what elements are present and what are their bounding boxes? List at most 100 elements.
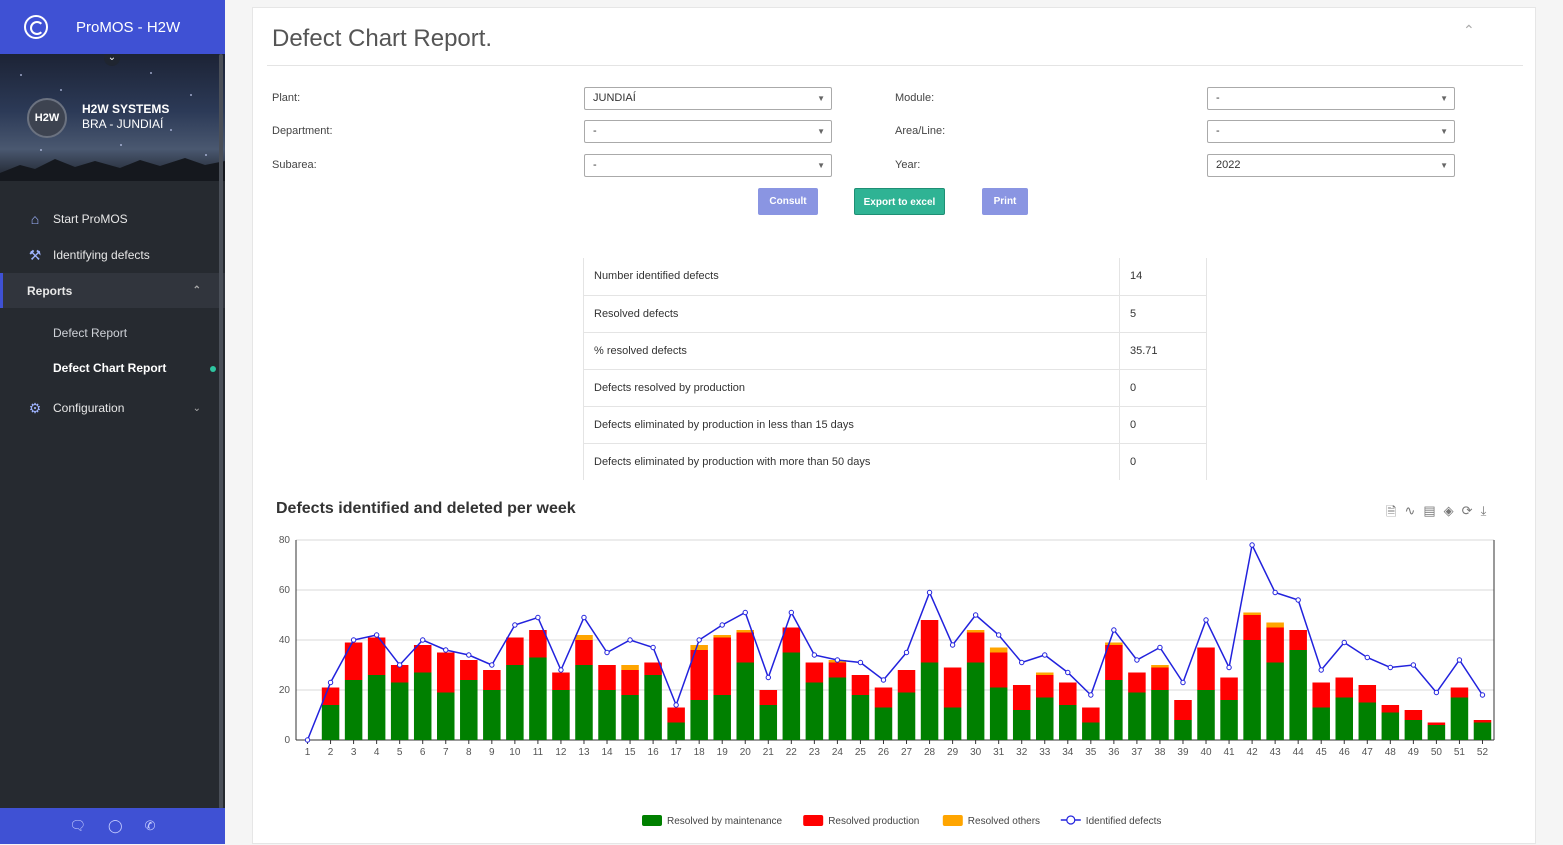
- line-point: [420, 637, 426, 643]
- bar: [690, 645, 708, 650]
- bar: [782, 627, 801, 653]
- stat-label: Defects eliminated by production in less…: [583, 406, 1120, 444]
- sidebar-item-reports[interactable]: Reports ⌃: [0, 273, 225, 308]
- bar: [1105, 642, 1123, 645]
- print-button[interactable]: Print: [982, 188, 1028, 215]
- sidebar-item-configuration[interactable]: ⚙ Configuration ⌄: [0, 390, 225, 426]
- sidebar-scrollbar[interactable]: [219, 54, 223, 809]
- line-point: [1341, 639, 1347, 646]
- area-line-select[interactable]: - ▼: [1207, 120, 1455, 143]
- x-tick-label: 46: [1339, 747, 1351, 758]
- x-tick-label: 35: [1085, 747, 1097, 758]
- x-tick-label: 43: [1270, 747, 1282, 758]
- app-logo-icon[interactable]: [24, 15, 48, 39]
- bar-chart-icon[interactable]: ▤: [1423, 503, 1436, 518]
- bar: [759, 705, 778, 740]
- sidebar-item-defect-report[interactable]: Defect Report: [53, 326, 128, 340]
- globe-icon[interactable]: ◯: [108, 818, 123, 833]
- chat-icon[interactable]: 🗨: [69, 818, 87, 833]
- bar: [1197, 690, 1215, 740]
- department-select[interactable]: - ▼: [584, 120, 832, 143]
- line-point: [926, 589, 933, 596]
- x-tick-label: 16: [648, 747, 660, 758]
- x-tick-label: 1: [305, 747, 311, 758]
- legend-label: Resolved by maintenance: [667, 816, 783, 827]
- year-select[interactable]: 2022 ▼: [1207, 154, 1455, 177]
- plant-select[interactable]: JUNDIAÍ ▼: [584, 87, 832, 110]
- line-point: [1272, 589, 1278, 596]
- x-tick-label: 47: [1362, 747, 1374, 758]
- subarea-select[interactable]: - ▼: [584, 154, 832, 177]
- download-icon[interactable]: ⤓: [1480, 503, 1487, 518]
- stat-label: Number identified defects: [583, 258, 1120, 296]
- x-tick-label: 13: [578, 747, 590, 758]
- line-chart-icon[interactable]: ∿: [1404, 503, 1416, 518]
- x-tick-label: 39: [1177, 747, 1189, 758]
- avatar: H2W: [27, 98, 67, 138]
- sidebar-item-identifying[interactable]: ⚒ Identifying defects: [0, 237, 225, 273]
- sidebar-item-defect-chart-report[interactable]: Defect Chart Report: [0, 351, 225, 386]
- phone-icon[interactable]: ✆: [144, 818, 156, 833]
- bar: [713, 695, 731, 740]
- reports-submenu: Defect Report Defect Chart Report: [0, 308, 225, 390]
- bar: [1335, 677, 1354, 698]
- x-tick-label: 48: [1385, 747, 1397, 758]
- bar: [989, 647, 1008, 653]
- export-excel-button[interactable]: Export to excel: [854, 188, 945, 215]
- bar: [552, 672, 570, 690]
- area-line-select-value: -: [1216, 125, 1220, 137]
- profile-toggle-chevron-icon[interactable]: ⌄: [104, 54, 120, 66]
- line-point: [1180, 679, 1186, 686]
- year-select-value: 2022: [1216, 159, 1241, 171]
- line-point: [742, 609, 748, 616]
- line-point: [1111, 627, 1117, 633]
- bar: [1105, 680, 1123, 740]
- y-tick-label: 20: [279, 685, 291, 696]
- sidebar-footer: 🗨 ◯ ✆: [0, 808, 225, 844]
- bar: [390, 682, 409, 740]
- bar: [529, 630, 547, 658]
- y-tick-label: 60: [279, 585, 291, 596]
- line-point: [650, 644, 656, 651]
- line-point: [627, 637, 633, 643]
- line-point: [765, 674, 771, 681]
- dropdown-arrow-icon: ▼: [1440, 94, 1448, 103]
- line-point: [1318, 667, 1324, 673]
- line-point: [857, 659, 864, 666]
- line-point: [489, 662, 495, 668]
- collapse-chevron-icon[interactable]: ⌃: [1463, 22, 1475, 38]
- restore-icon[interactable]: ⟳: [1461, 503, 1473, 518]
- dropdown-arrow-icon: ▼: [1440, 161, 1448, 170]
- bar: [1035, 672, 1054, 675]
- bar: [966, 632, 985, 663]
- consult-button[interactable]: Consult: [758, 188, 818, 215]
- bar: [1174, 700, 1192, 720]
- bar: [690, 700, 708, 740]
- bar: [989, 687, 1008, 740]
- x-tick-label: 3: [351, 747, 357, 758]
- legend-label: Resolved production: [828, 816, 919, 827]
- bar: [460, 660, 478, 680]
- x-tick-label: 52: [1477, 747, 1489, 758]
- line-point: [788, 609, 795, 616]
- sidebar-item-start[interactable]: ⌂ Start ProMOS: [0, 201, 225, 237]
- line-point: [1433, 689, 1440, 696]
- sidebar-nav: ⌂ Start ProMOS ⚒ Identifying defects Rep…: [0, 181, 225, 426]
- x-tick-label: 41: [1223, 747, 1235, 758]
- bar: [621, 670, 639, 695]
- module-select[interactable]: - ▼: [1207, 87, 1455, 110]
- stack-icon[interactable]: ◈: [1443, 503, 1454, 518]
- data-view-icon[interactable]: 🗎: [1386, 504, 1397, 519]
- bar: [943, 707, 962, 740]
- bar: [1035, 675, 1054, 698]
- bar: [644, 662, 662, 675]
- x-tick-label: 8: [466, 747, 472, 758]
- dropdown-arrow-icon: ▼: [817, 161, 825, 170]
- plant-label: Plant:: [272, 92, 301, 104]
- x-tick-label: 37: [1131, 747, 1143, 758]
- line-point: [1364, 654, 1370, 661]
- line-point: [811, 652, 818, 658]
- bar: [506, 665, 524, 740]
- bar: [1358, 685, 1377, 703]
